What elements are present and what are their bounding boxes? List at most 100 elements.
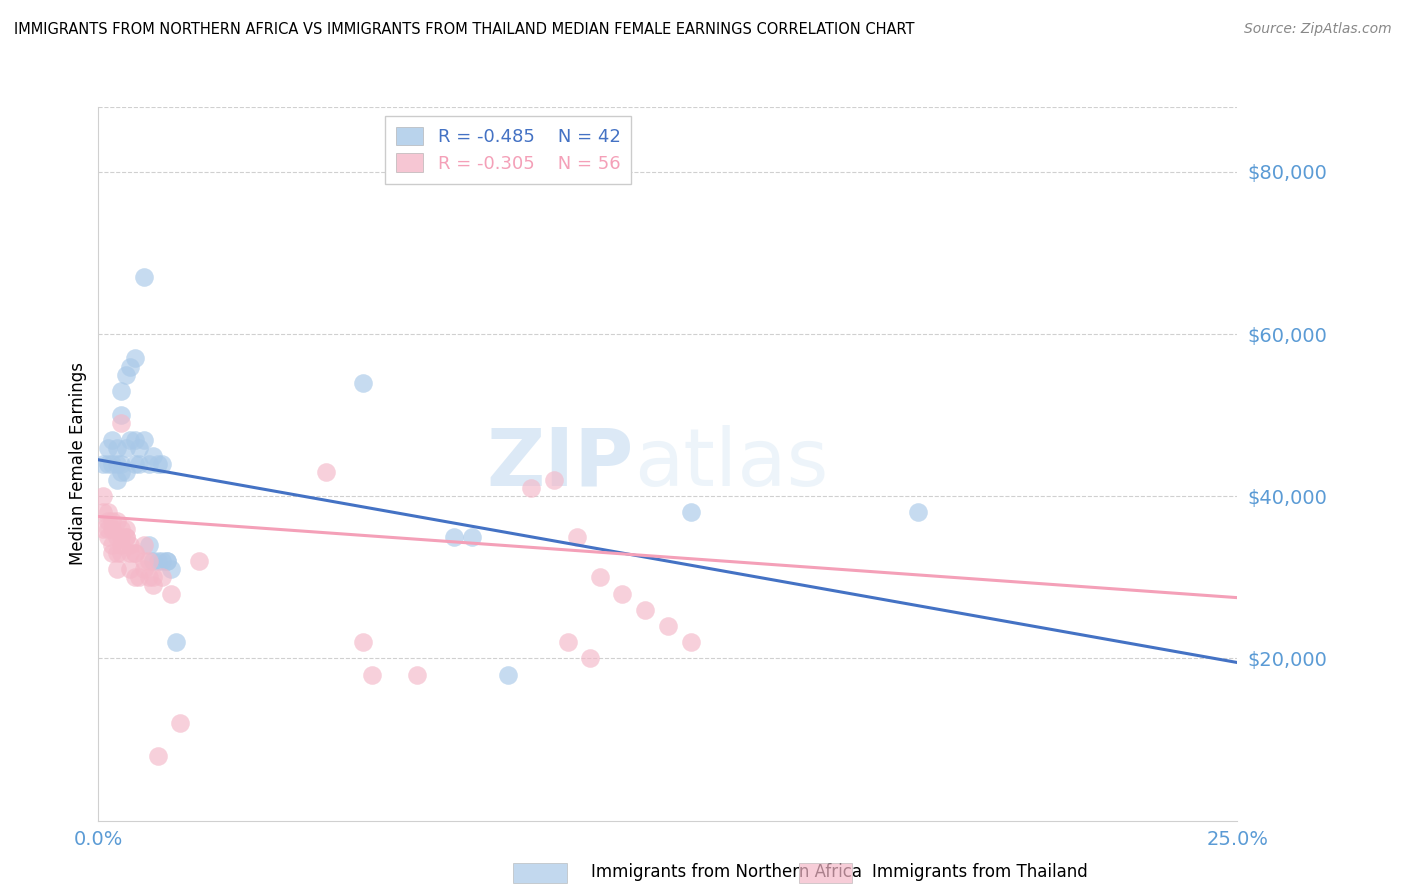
Point — [114, 441, 136, 455]
Point — [96, 514, 118, 528]
Point — [142, 570, 165, 584]
Point — [169, 716, 191, 731]
Point — [91, 489, 114, 503]
Point — [142, 578, 165, 592]
Point — [96, 441, 118, 455]
Point — [498, 667, 520, 681]
Point — [101, 538, 124, 552]
Point — [124, 570, 146, 584]
Point — [124, 351, 146, 366]
Point — [150, 570, 173, 584]
Point — [101, 546, 124, 560]
Point — [120, 562, 142, 576]
Point — [96, 457, 118, 471]
Point — [124, 546, 146, 560]
Point — [360, 667, 382, 681]
Point — [96, 506, 118, 520]
Point — [187, 554, 209, 568]
Point — [520, 481, 543, 495]
Point — [105, 441, 128, 455]
Point — [91, 506, 114, 520]
Point — [91, 522, 114, 536]
Y-axis label: Median Female Earnings: Median Female Earnings — [69, 362, 87, 566]
Point — [907, 506, 929, 520]
Point — [156, 554, 179, 568]
Point — [114, 530, 136, 544]
Point — [110, 417, 132, 431]
Point — [110, 457, 132, 471]
Point — [588, 570, 610, 584]
Point — [110, 530, 132, 544]
Point — [124, 457, 146, 471]
Point — [110, 465, 132, 479]
Point — [132, 433, 155, 447]
Point — [150, 554, 173, 568]
Point — [124, 546, 146, 560]
Point — [138, 457, 160, 471]
Point — [114, 368, 136, 382]
Point — [352, 376, 374, 390]
Point — [612, 586, 634, 600]
Text: Source: ZipAtlas.com: Source: ZipAtlas.com — [1244, 22, 1392, 37]
Point — [96, 522, 118, 536]
Point — [114, 522, 136, 536]
Text: Immigrants from Northern Africa: Immigrants from Northern Africa — [591, 863, 862, 881]
Point — [105, 473, 128, 487]
Point — [120, 433, 142, 447]
Text: IMMIGRANTS FROM NORTHERN AFRICA VS IMMIGRANTS FROM THAILAND MEDIAN FEMALE EARNIN: IMMIGRANTS FROM NORTHERN AFRICA VS IMMIG… — [14, 22, 914, 37]
Point — [120, 546, 142, 560]
Point — [110, 522, 132, 536]
Point — [132, 270, 155, 285]
Point — [120, 538, 142, 552]
Point — [138, 538, 160, 552]
Point — [128, 457, 150, 471]
Point — [105, 530, 128, 544]
Legend: R = -0.485    N = 42, R = -0.305    N = 56: R = -0.485 N = 42, R = -0.305 N = 56 — [385, 116, 631, 184]
Point — [132, 554, 155, 568]
Text: ZIP: ZIP — [486, 425, 634, 503]
Point — [315, 465, 337, 479]
Point — [679, 506, 702, 520]
Point — [634, 603, 657, 617]
Point — [128, 570, 150, 584]
Point — [138, 570, 160, 584]
Point — [406, 667, 429, 681]
Point — [105, 457, 128, 471]
Point — [142, 554, 165, 568]
Point — [657, 619, 679, 633]
Point — [91, 457, 114, 471]
Point — [160, 562, 183, 576]
Point — [352, 635, 374, 649]
Point — [110, 384, 132, 398]
Point — [150, 457, 173, 471]
Point — [124, 433, 146, 447]
Point — [679, 635, 702, 649]
Point — [110, 546, 132, 560]
Point — [105, 514, 128, 528]
Point — [160, 586, 183, 600]
Point — [101, 433, 124, 447]
Point — [557, 635, 579, 649]
Point — [101, 514, 124, 528]
Text: atlas: atlas — [634, 425, 828, 503]
Point — [114, 465, 136, 479]
Point — [110, 538, 132, 552]
Point — [461, 530, 484, 544]
Point — [146, 457, 169, 471]
Point — [565, 530, 588, 544]
Point — [114, 530, 136, 544]
Point — [105, 562, 128, 576]
Point — [579, 651, 602, 665]
Point — [101, 457, 124, 471]
Point — [120, 359, 142, 374]
Point — [132, 538, 155, 552]
Point — [105, 546, 128, 560]
Point — [156, 554, 179, 568]
Point — [146, 554, 169, 568]
Text: Immigrants from Thailand: Immigrants from Thailand — [872, 863, 1087, 881]
Point — [543, 473, 565, 487]
Point — [128, 441, 150, 455]
Point — [443, 530, 465, 544]
Point — [165, 635, 187, 649]
Point — [138, 554, 160, 568]
